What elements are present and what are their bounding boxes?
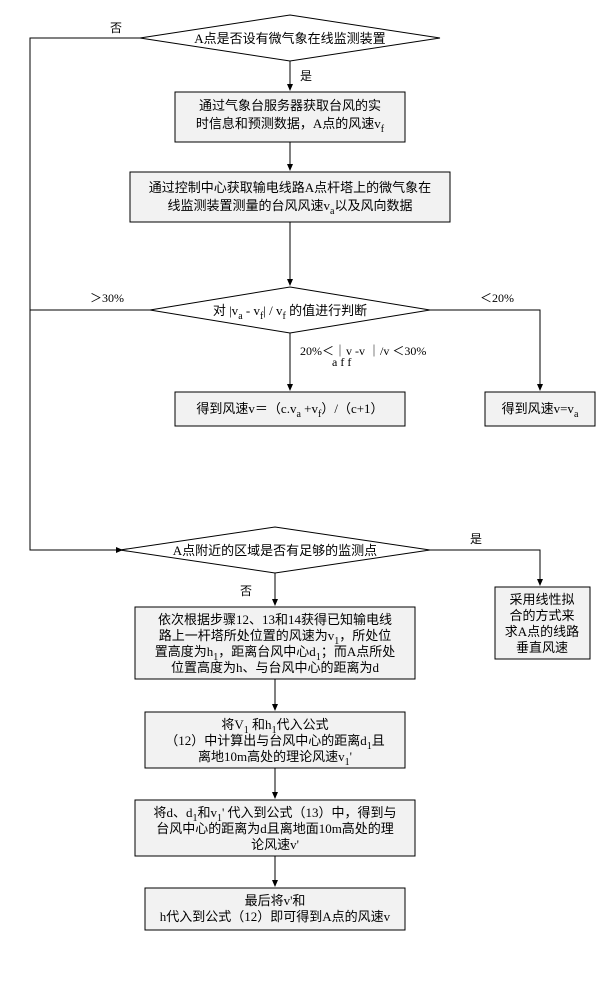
edge-mid-sub: a f f xyxy=(332,355,351,369)
r9-l2: h代入到公式（12）即可得到A点的风速v xyxy=(160,909,391,924)
r2-l1: 通过控制中心获取输电线路A点杆塔上的微气象在 xyxy=(149,180,431,195)
d1-label: A点是否设有微气象在线监测装置 xyxy=(194,31,385,46)
edge-mid-label: 20%＜｜v -v ｜/v ＜30% xyxy=(300,344,426,358)
r6-l4: 位置高度为h、与台风中心的距离为d xyxy=(171,660,380,675)
edge-gt30-label: ＞30% xyxy=(90,291,124,305)
edge-d1-yes-label: 是 xyxy=(300,69,312,83)
edge-d3-yes xyxy=(430,550,540,585)
r9-l1: 最后将v'和 xyxy=(245,893,306,908)
r6-l1: 依次根据步骤12、13和14获得已知输电线 xyxy=(158,612,392,627)
r5-l2: 合的方式来 xyxy=(509,608,574,623)
r1-l1: 通过气象台服务器获取台风的实 xyxy=(199,98,381,113)
r8-l3: 论风速v' xyxy=(251,837,299,852)
r8-l2: 台风中心的距离为d且离地面10m高处的理 xyxy=(156,821,394,836)
r5-l3: 求A点的线路 xyxy=(505,624,579,639)
d3-label: A点附近的区域是否有足够的监测点 xyxy=(173,543,377,558)
edge-d1-no-label: 否 xyxy=(110,21,122,35)
edge-d2-lt20 xyxy=(430,310,540,390)
edge-d3-yes-label: 是 xyxy=(470,532,482,546)
edge-lt20-label: ＜20% xyxy=(480,291,514,305)
flowchart-canvas: A点是否设有微气象在线监测装置 否 是 通过气象台服务器获取台风的实 时信息和预… xyxy=(10,10,602,990)
r5-l4: 垂直风速 xyxy=(516,640,568,655)
r5-l1: 采用线性拟 xyxy=(509,592,574,607)
edge-d3-no-label: 否 xyxy=(240,584,252,598)
